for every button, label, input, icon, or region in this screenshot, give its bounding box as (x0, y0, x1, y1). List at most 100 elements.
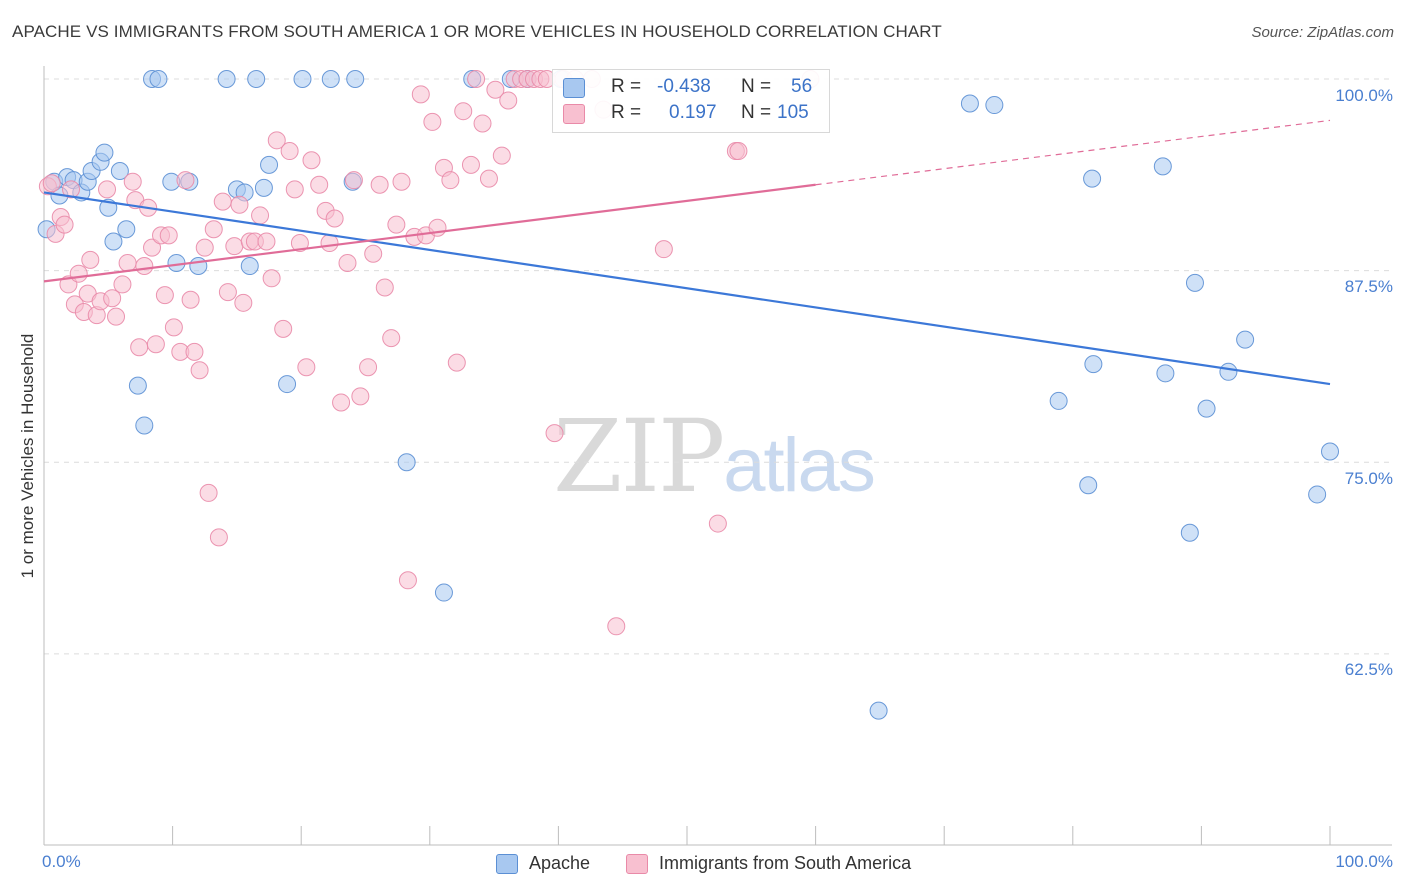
immigrants-point (479, 169, 498, 188)
r-value: 0.197 (669, 102, 717, 123)
apache-point (149, 70, 168, 88)
trend-lines (43, 119, 1331, 386)
immigrants-point (423, 112, 442, 131)
apache-point (1180, 523, 1199, 542)
immigrants-point (185, 342, 204, 361)
legend-label-apache: Apache (529, 853, 591, 873)
immigrants-point (204, 220, 223, 239)
immigrants-point (387, 215, 406, 234)
apache-point (95, 143, 114, 162)
immigrants-point (69, 264, 88, 283)
immigrants-point (209, 528, 228, 547)
immigrants-point (382, 329, 401, 348)
immigrants-point (225, 237, 244, 256)
immigrants-point (251, 206, 270, 225)
immigrants-point (280, 142, 299, 161)
immigrants-point (274, 319, 293, 338)
r-label: R = (611, 76, 642, 97)
immigrants-point (297, 358, 316, 377)
data-points (37, 70, 1339, 720)
apache-point (260, 155, 279, 174)
immigrants-point (218, 283, 237, 302)
x-tick-label-0: 0.0% (42, 852, 81, 871)
apache-point (1083, 169, 1102, 188)
immigrants-point (98, 180, 117, 199)
stats-legend-box: R = -0.438 N = 56 R = 0.197 N = 105 (552, 69, 830, 133)
immigrants-point (62, 180, 81, 199)
immigrants-point (344, 171, 363, 190)
chart-legend: Apache Immigrants from South America (0, 851, 1406, 877)
apache-point (1079, 476, 1098, 495)
immigrants-swatch (563, 104, 585, 124)
immigrants-point (118, 253, 137, 272)
apache-point (434, 583, 453, 602)
immigrants-point (447, 353, 466, 372)
immigrants-point (332, 393, 351, 412)
apache-point (247, 70, 266, 88)
apache-point (985, 96, 1004, 115)
immigrants-point (234, 293, 253, 312)
apache-point (1236, 330, 1255, 349)
n-label: N = (741, 102, 772, 123)
apache-point (321, 70, 340, 88)
n-value: 56 (791, 76, 813, 97)
y-tick-label-75: 75.0% (1344, 469, 1393, 488)
r-value: -0.438 (657, 76, 711, 97)
immigrants-point (708, 514, 727, 533)
apache-point (293, 70, 312, 88)
immigrants-point (81, 250, 100, 269)
immigrants-point (213, 192, 232, 211)
immigrants-point (654, 240, 673, 259)
apache-point (1049, 391, 1068, 410)
immigrants-point (486, 80, 505, 99)
immigrants-point (473, 114, 492, 133)
watermark: ZIPatlas (553, 398, 876, 515)
immigrants-swatch (626, 854, 648, 874)
watermark-zip: ZIP (553, 398, 725, 515)
r-label: R = (611, 102, 642, 123)
apache-point (240, 257, 259, 276)
immigrants-point (262, 269, 281, 288)
immigrants-point (135, 257, 154, 276)
immigrants-point (359, 358, 378, 377)
apache-point (960, 94, 979, 113)
immigrants-point (325, 209, 344, 228)
apache-point (135, 416, 154, 435)
immigrants-point (103, 289, 122, 308)
apache-point (110, 161, 129, 180)
immigrants-point (155, 286, 174, 305)
x-tick-label-100: 100.0% (1335, 852, 1393, 871)
immigrants-point (320, 234, 339, 253)
apache-swatch (496, 854, 518, 874)
immigrants-point (164, 318, 183, 337)
immigrants-point (199, 483, 218, 502)
apache-point (1153, 157, 1172, 176)
apache-point (1219, 362, 1238, 381)
immigrants-point (310, 175, 329, 194)
apache-point (1308, 485, 1327, 504)
immigrants-point (195, 238, 214, 257)
immigrants-point (398, 571, 417, 590)
apache-point (128, 376, 147, 395)
chart-source: Source: ZipAtlas.com (1251, 24, 1394, 41)
immigrants-point (545, 424, 564, 443)
immigrants-point (55, 215, 74, 234)
immigrants-point (411, 85, 430, 104)
immigrants-point (146, 335, 165, 354)
legend-label-immigrants: Immigrants from South America (659, 853, 912, 873)
apache-trend-line (43, 191, 1331, 386)
immigrants-point (392, 172, 411, 191)
apache-swatch (563, 78, 585, 98)
immigrants-point (285, 180, 304, 199)
immigrants-point (375, 278, 394, 297)
immigrants-point (492, 146, 511, 165)
apache-point (217, 70, 236, 88)
apache-point (254, 178, 273, 197)
y-tick-label-87-5: 87.5% (1344, 277, 1393, 296)
immigrants-point (441, 171, 460, 190)
immigrants-point (729, 142, 748, 161)
apache-point (117, 220, 136, 239)
gridlines (44, 78, 1392, 655)
immigrants-point (107, 307, 126, 326)
